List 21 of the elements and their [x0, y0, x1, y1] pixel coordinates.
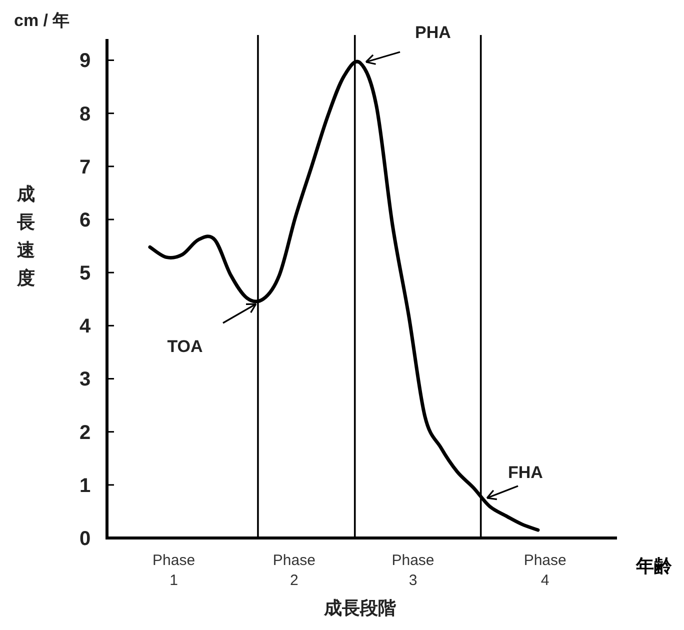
y-tick-label: 9: [79, 50, 91, 72]
y-tick-label: 4: [79, 316, 92, 338]
text: Phase 2: [272, 552, 316, 589]
text: Phase 4: [524, 552, 566, 589]
annotation: PHA: [415, 23, 451, 42]
annotation: FHA: [508, 463, 543, 482]
x-axis-title: 成長段階: [323, 598, 397, 618]
y-tick-label: 0: [79, 528, 91, 550]
y-axis-title: 成長速度: [16, 184, 35, 288]
y-tick-label: 3: [79, 368, 91, 391]
annotation: TOA: [167, 337, 203, 356]
text: cm / 年: [14, 11, 70, 30]
y-tick-label: 1: [79, 474, 91, 497]
text: Phase 3: [392, 552, 434, 589]
text: Phase 1: [152, 552, 196, 589]
y-tick-label: 6: [79, 209, 91, 232]
y-tick-label: 7: [79, 156, 91, 178]
text: 年齢: [635, 556, 673, 576]
y-tick-label: 8: [79, 103, 91, 126]
y-tick-label: 5: [79, 262, 91, 285]
y-tick-label: 2: [79, 422, 91, 444]
